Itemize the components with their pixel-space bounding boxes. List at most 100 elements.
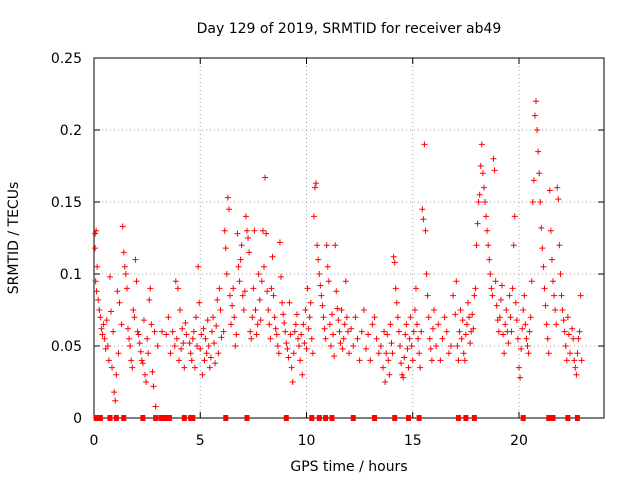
baseline-marker — [550, 415, 556, 421]
data-point — [248, 335, 255, 342]
data-point — [340, 335, 347, 342]
baseline-marker — [166, 415, 172, 421]
data-point — [214, 296, 221, 303]
data-point — [321, 325, 328, 332]
data-point — [577, 292, 584, 299]
data-point — [356, 357, 363, 364]
data-point — [514, 335, 521, 342]
data-point — [381, 328, 388, 335]
data-point — [195, 263, 202, 270]
baseline-marker — [392, 415, 398, 421]
data-point — [391, 259, 398, 266]
baseline-marker — [93, 415, 99, 421]
data-point — [576, 328, 583, 335]
data-point — [492, 278, 499, 285]
data-point — [147, 285, 154, 292]
data-point — [289, 379, 296, 385]
baseline-marker — [181, 415, 187, 421]
data-point — [425, 314, 432, 321]
data-point — [232, 343, 239, 349]
data-point — [188, 357, 195, 364]
data-point — [131, 314, 138, 321]
data-point — [136, 340, 143, 347]
data-point — [416, 350, 423, 357]
baseline-marker — [520, 415, 526, 421]
data-point — [410, 328, 417, 335]
data-point — [398, 360, 405, 367]
x-tick-label: 20 — [510, 433, 528, 449]
data-point — [211, 340, 218, 347]
data-point — [341, 321, 348, 328]
data-point — [301, 340, 308, 347]
data-point — [330, 331, 337, 338]
data-point — [352, 314, 359, 321]
data-point — [186, 340, 193, 347]
data-point — [142, 371, 148, 378]
baseline-marker — [416, 415, 422, 421]
data-point — [323, 242, 330, 249]
data-point — [312, 184, 318, 191]
data-point — [510, 242, 517, 249]
data-point — [273, 331, 280, 338]
data-point — [110, 328, 117, 335]
baseline-marker — [323, 415, 329, 421]
data-point — [471, 292, 478, 299]
data-point — [409, 357, 416, 364]
data-point — [530, 177, 537, 184]
y-tick-label: 0 — [73, 411, 82, 427]
baseline-marker — [121, 415, 127, 421]
data-point — [527, 314, 534, 321]
data-point — [392, 285, 399, 292]
data-point — [358, 328, 365, 335]
data-point — [354, 335, 361, 342]
data-point — [264, 288, 271, 295]
data-point — [130, 307, 137, 313]
data-point — [344, 328, 351, 335]
data-point — [497, 296, 504, 303]
data-point — [478, 141, 485, 148]
data-point — [267, 335, 274, 342]
data-point — [284, 345, 291, 352]
data-point — [538, 224, 545, 231]
data-point — [470, 325, 477, 332]
data-point — [145, 350, 152, 357]
data-point — [251, 227, 258, 234]
data-point — [200, 325, 207, 332]
data-point — [318, 292, 325, 299]
x-axis-label: GPS time / hours — [290, 459, 407, 475]
data-point — [441, 314, 448, 321]
data-point — [520, 307, 527, 313]
data-point — [183, 331, 190, 338]
data-point — [564, 314, 571, 321]
data-point — [280, 311, 287, 318]
data-point — [95, 296, 102, 303]
data-point — [283, 340, 290, 347]
data-point — [304, 285, 311, 292]
data-point — [198, 331, 205, 338]
data-point — [114, 288, 121, 295]
data-point — [380, 364, 386, 371]
data-point — [454, 343, 461, 349]
data-point — [92, 230, 99, 237]
data-point — [463, 321, 470, 328]
data-point — [382, 379, 389, 385]
data-point — [118, 321, 125, 328]
data-point — [101, 335, 108, 342]
data-point — [303, 345, 310, 352]
data-point — [407, 314, 414, 321]
data-point — [190, 328, 197, 335]
data-point — [239, 292, 246, 299]
data-point — [314, 242, 321, 249]
data-point — [165, 314, 172, 321]
data-point — [218, 334, 225, 341]
data-point — [414, 321, 420, 328]
baseline-marker — [463, 415, 469, 421]
data-point — [473, 242, 480, 249]
data-point — [465, 299, 471, 306]
x-tick-label: 0 — [90, 433, 99, 449]
data-point — [241, 288, 248, 295]
data-point — [306, 314, 313, 321]
data-point — [213, 322, 220, 329]
data-point — [544, 335, 551, 342]
data-point — [500, 331, 507, 338]
